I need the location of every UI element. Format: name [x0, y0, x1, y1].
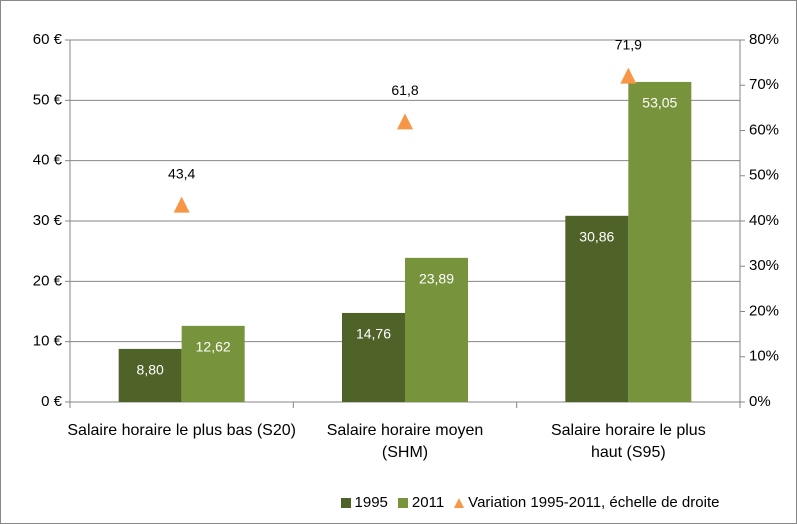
y-tick-label: 0 €	[41, 393, 63, 410]
x-tick-label: Salaire horaire le plus haut (S95)	[550, 422, 706, 461]
y2-tick-label: 60%	[749, 121, 779, 138]
legend-swatch	[340, 497, 351, 508]
data-label: 12,62	[196, 339, 231, 355]
legend-item: 2011	[397, 494, 445, 511]
bar	[181, 325, 245, 402]
data-label: 71,9	[615, 36, 642, 52]
triangle-marker	[173, 196, 190, 213]
x-tick-label: Salaire horaire le plus bas (S20)	[67, 422, 296, 439]
y-tick-label: 20 €	[33, 272, 63, 289]
data-label: 61,8	[391, 82, 418, 98]
x-tick-label: Salaire horaire moyen (SHM)	[326, 422, 484, 461]
y-tick-label: 10 €	[33, 333, 63, 350]
legend-label: Variation 1995-2011, échelle de droite	[468, 494, 720, 511]
data-label: 8,80	[137, 362, 164, 378]
bar	[565, 215, 629, 402]
y2-tick-label: 40%	[749, 212, 779, 229]
bar	[405, 257, 468, 402]
y-tick-label: 60 €	[33, 31, 63, 48]
y2-tick-label: 50%	[749, 167, 779, 184]
y2-tick-label: 10%	[749, 348, 779, 365]
data-label: 43,4	[168, 165, 195, 181]
bar	[342, 312, 405, 402]
triangle-marker	[620, 67, 637, 84]
legend-item: Variation 1995-2011, échelle de droite	[454, 494, 719, 511]
legend-label: 2011	[411, 494, 445, 511]
y-tick-label: 30 €	[33, 212, 63, 229]
legend: 1995 2011 Variation 1995-2011, échelle de …	[270, 494, 790, 511]
triangle-marker	[397, 113, 413, 130]
legend-label: 1995	[354, 494, 388, 511]
data-label: 53,05	[642, 95, 677, 111]
data-label: 14,76	[356, 326, 391, 342]
y2-tick-label: 80%	[749, 31, 779, 48]
y-tick-label: 50 €	[33, 91, 63, 108]
legend-symbol	[454, 497, 465, 508]
legend-item: 1995	[340, 494, 388, 511]
y2-tick-label: 20%	[749, 302, 779, 319]
y2-tick-label: 0%	[749, 393, 771, 410]
y2-tick-label: 70%	[749, 76, 779, 93]
y2-tick-label: 30%	[749, 257, 779, 274]
bar	[628, 81, 692, 402]
data-label: 23,89	[419, 271, 454, 287]
y-tick-label: 40 €	[33, 152, 63, 169]
bar	[118, 348, 182, 402]
data-label: 30,86	[579, 229, 614, 245]
legend-swatch	[397, 497, 408, 508]
